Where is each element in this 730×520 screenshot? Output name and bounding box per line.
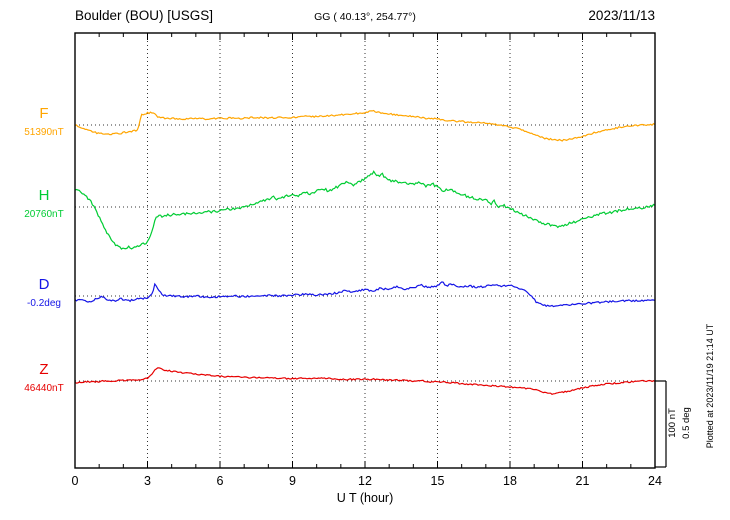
trace-Z	[74, 367, 656, 395]
trace-label-f: F	[39, 105, 49, 122]
trace-value-z: 46440nT	[24, 383, 64, 394]
x-tick-label: 18	[503, 474, 517, 488]
trace-value-f: 51390nT	[24, 127, 64, 138]
trace-label-d: D	[38, 276, 50, 293]
plotted-at-caption: Plotted at 2023/11/19 21:14 UT	[705, 323, 715, 449]
trace-D	[74, 281, 656, 308]
x-tick-label: 0	[72, 474, 79, 488]
plot-frame	[74, 32, 656, 469]
trace-value-h: 20760nT	[24, 209, 64, 220]
x-tick-label: 6	[217, 474, 224, 488]
scale-bar-deg-label: 0.5 deg	[681, 407, 692, 439]
geo-coordinates: GG ( 40.13°, 254.77°)	[314, 11, 416, 23]
x-tick-label: 3	[144, 474, 151, 488]
x-tick-label: 12	[358, 474, 372, 488]
plot-date: 2023/11/13	[588, 8, 655, 23]
x-axis-label: U T (hour)	[336, 491, 394, 505]
trace-label-h: H	[38, 187, 50, 204]
x-tick-label: 24	[648, 474, 662, 488]
trace-value-d: -0.2deg	[27, 298, 61, 309]
x-tick-label: 15	[431, 474, 445, 488]
scale-bar-nt-label: 100 nT	[667, 408, 678, 438]
trace-H	[74, 170, 656, 250]
scale-bar-labels: 100 nT 0.5 deg	[666, 380, 694, 466]
x-tick-label: 21	[576, 474, 590, 488]
x-tick-label: 9	[289, 474, 296, 488]
station-title: Boulder (BOU) [USGS]	[75, 8, 214, 23]
trace-F	[74, 109, 656, 142]
trace-label-z: Z	[39, 361, 49, 378]
